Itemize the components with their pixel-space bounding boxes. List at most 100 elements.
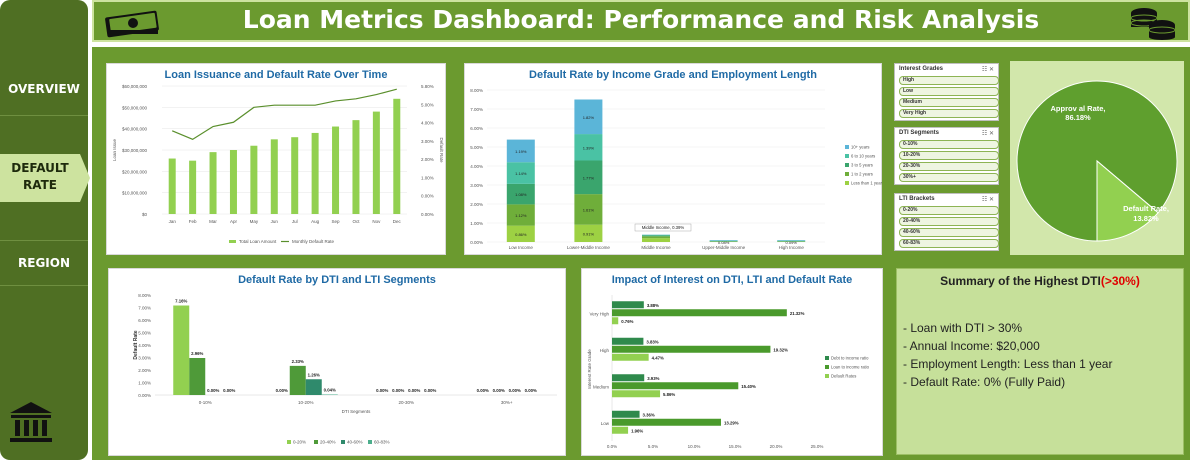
- x-axis-label: DTI Segments: [342, 409, 372, 414]
- bar: [189, 160, 197, 214]
- y-tick-label: Low: [601, 421, 610, 426]
- data-label: 1.26%: [308, 372, 320, 377]
- data-label: 0.00%: [207, 388, 219, 393]
- y-axis-label: Loan Issue: [112, 139, 117, 162]
- main-area: Loan Issuance and Default Rate Over Time…: [92, 47, 1190, 460]
- bar: [270, 139, 278, 214]
- slicer-item[interactable]: Low: [899, 87, 999, 96]
- legend-label: Loan to income ratio: [831, 365, 870, 370]
- x-tick-label: Upper-Middle Income: [702, 245, 746, 250]
- slicer-item[interactable]: Medium: [899, 98, 999, 107]
- bar-segment: [642, 235, 670, 237]
- filter-icon[interactable]: ☷ ✕: [981, 131, 994, 137]
- summary-title: Summary of the Highest DTI(>30%): [897, 274, 1183, 288]
- data-label: 3.88%: [647, 303, 659, 308]
- slicer-item[interactable]: 30%+: [899, 173, 999, 182]
- x-tick-label: High Income: [779, 245, 805, 250]
- data-label: 0.04%: [324, 388, 336, 393]
- x-tick-label: 15.0%: [729, 444, 742, 449]
- data-label: 1.19%: [515, 149, 527, 154]
- x-tick-label: 5.0%: [648, 444, 658, 449]
- slicer-item[interactable]: 10-20%: [899, 151, 999, 160]
- data-label: 3.36%: [643, 412, 655, 417]
- legend-label: 20-40%: [320, 440, 336, 445]
- page-title: Loan Metrics Dashboard: Performance and …: [242, 5, 1040, 34]
- bar: [612, 301, 644, 309]
- bar: [352, 120, 360, 214]
- y-tick-label: 8.00%: [470, 88, 483, 93]
- summary-line: - Employment Length: Less than 1 year: [903, 357, 1113, 371]
- legend-label: Less than 1 year: [851, 181, 883, 186]
- slicer-item[interactable]: 20-40%: [899, 217, 999, 226]
- bar: [372, 111, 380, 214]
- bar: [289, 365, 306, 395]
- slicer-title: LTI Brackets: [899, 196, 935, 202]
- bar: [612, 337, 644, 345]
- legend-swatch: [229, 240, 236, 243]
- bar-segment: [777, 240, 806, 241]
- y-tick-label: $0: [142, 212, 148, 217]
- y2-tick-label: 5.80%: [421, 84, 434, 89]
- legend-swatch: [825, 365, 829, 369]
- bar: [173, 305, 190, 395]
- summary-line: - Default Rate: 0% (Fully Paid): [903, 375, 1066, 389]
- y-tick-label: Medium: [593, 384, 609, 389]
- bar: [189, 358, 206, 395]
- pie-label: 13.82%: [1133, 214, 1159, 223]
- x-tick-label: 10-20%: [298, 400, 314, 405]
- bar: [612, 410, 640, 418]
- bar: [612, 382, 739, 390]
- y-tick-label: $20,000,000: [122, 169, 148, 174]
- bar-segment: [506, 139, 535, 163]
- x-tick-label: Jul: [292, 219, 298, 224]
- data-label: 15.40%: [741, 384, 756, 389]
- x-tick-label: 20-30%: [398, 400, 414, 405]
- y-tick-label: 6.00%: [138, 318, 151, 323]
- y-tick-label: 7.00%: [138, 306, 151, 311]
- slicer-item[interactable]: 60-83%: [899, 239, 999, 248]
- slicer-item[interactable]: High: [899, 76, 999, 85]
- pie-label: 86.18%: [1065, 113, 1091, 122]
- legend-label: Debt to income ratio: [831, 356, 869, 361]
- nav-default-rate[interactable]: DEFAULT RATE: [0, 154, 90, 202]
- slicer-item[interactable]: 40-60%: [899, 228, 999, 237]
- chart-title: Impact of Interest on DTI, LTI and Defau…: [611, 274, 853, 286]
- data-label: 0.86%: [515, 232, 527, 237]
- filter-icon[interactable]: ☷ ✕: [981, 197, 994, 203]
- summary-line: - Loan with DTI > 30%: [903, 321, 1023, 335]
- slicer-item[interactable]: Very High: [899, 109, 999, 118]
- summary-line: - Annual Income: $20,000: [903, 339, 1040, 353]
- data-label: 0.00%: [424, 388, 436, 393]
- filter-icon[interactable]: ☷ ✕: [981, 67, 994, 73]
- callout-box: [634, 223, 692, 232]
- nav-overview[interactable]: OVERVIEW: [8, 82, 80, 96]
- data-label: 21.32%: [790, 311, 805, 316]
- summary-title-highlight: (>30%): [1100, 274, 1140, 288]
- pie-approval-default: Approv al Rate,86.18% Default Rate,13.82%: [1016, 80, 1178, 242]
- legend-swatch: [825, 374, 829, 378]
- legend-label: 3 to 5 years: [851, 163, 873, 168]
- x-tick-label: Apr: [230, 219, 238, 224]
- data-label: 0.00%: [223, 388, 235, 393]
- bar-segment: [506, 204, 535, 226]
- bar-segment: [642, 238, 670, 242]
- slicer-item[interactable]: 0-10%: [899, 140, 999, 149]
- x-tick-label: 0.0%: [607, 444, 617, 449]
- nav-divider: [0, 285, 88, 286]
- data-label: 0.00%: [525, 388, 537, 393]
- header-bar: Loan Metrics Dashboard: Performance and …: [92, 0, 1190, 42]
- x-tick-label: 20.0%: [770, 444, 783, 449]
- pie-panel: Approv al Rate, 86.18% Default Rate, 13.82%: [1010, 61, 1184, 255]
- y-tick-label: 7.00%: [470, 107, 483, 112]
- slicer-item[interactable]: 20-30%: [899, 162, 999, 171]
- bar: [291, 137, 299, 214]
- money-icon: [105, 10, 159, 38]
- bar-segment: [506, 225, 535, 242]
- chart-title: Default Rate by DTI and LTI Segments: [238, 274, 436, 286]
- bar: [612, 418, 721, 426]
- nav-region[interactable]: REGION: [18, 256, 70, 270]
- bar: [332, 126, 340, 214]
- slicer-lti-brackets: LTI Brackets ☷ ✕ 0-20% 20-40% 40-60% 60-…: [894, 193, 999, 251]
- y-tick-label: $60,000,000: [122, 84, 148, 89]
- slicer-item[interactable]: 0-20%: [899, 206, 999, 215]
